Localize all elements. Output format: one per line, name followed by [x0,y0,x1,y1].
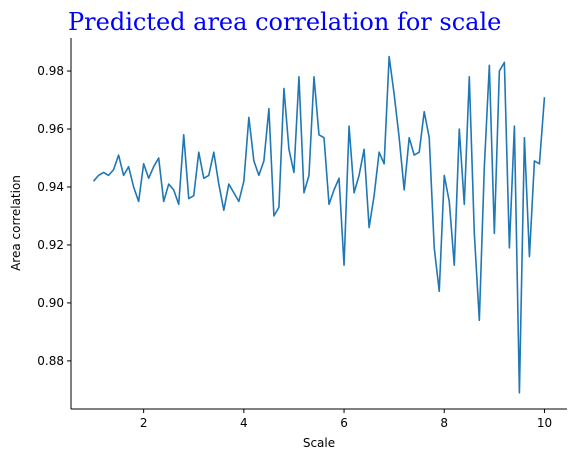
y-axis-label: Area correlation [9,175,23,271]
x-axis-label: Scale [303,436,335,450]
line-series [92,55,546,394]
x-tick-label: 2 [140,416,148,430]
y-tick-label: 0.88 [37,354,64,368]
x-tick-label: 4 [240,416,248,430]
x-tick-label: 10 [537,416,552,430]
y-tick-label: 0.90 [37,296,64,310]
x-tick-label: 8 [440,416,448,430]
y-tick-label: 0.92 [37,238,64,252]
y-tick-label: 0.98 [37,64,64,78]
y-tick-label: 0.96 [37,122,64,136]
chart-title: Predicted area correlation for scale [68,8,501,36]
y-tick-label: 0.94 [37,180,64,194]
x-tick-label: 6 [340,416,348,430]
